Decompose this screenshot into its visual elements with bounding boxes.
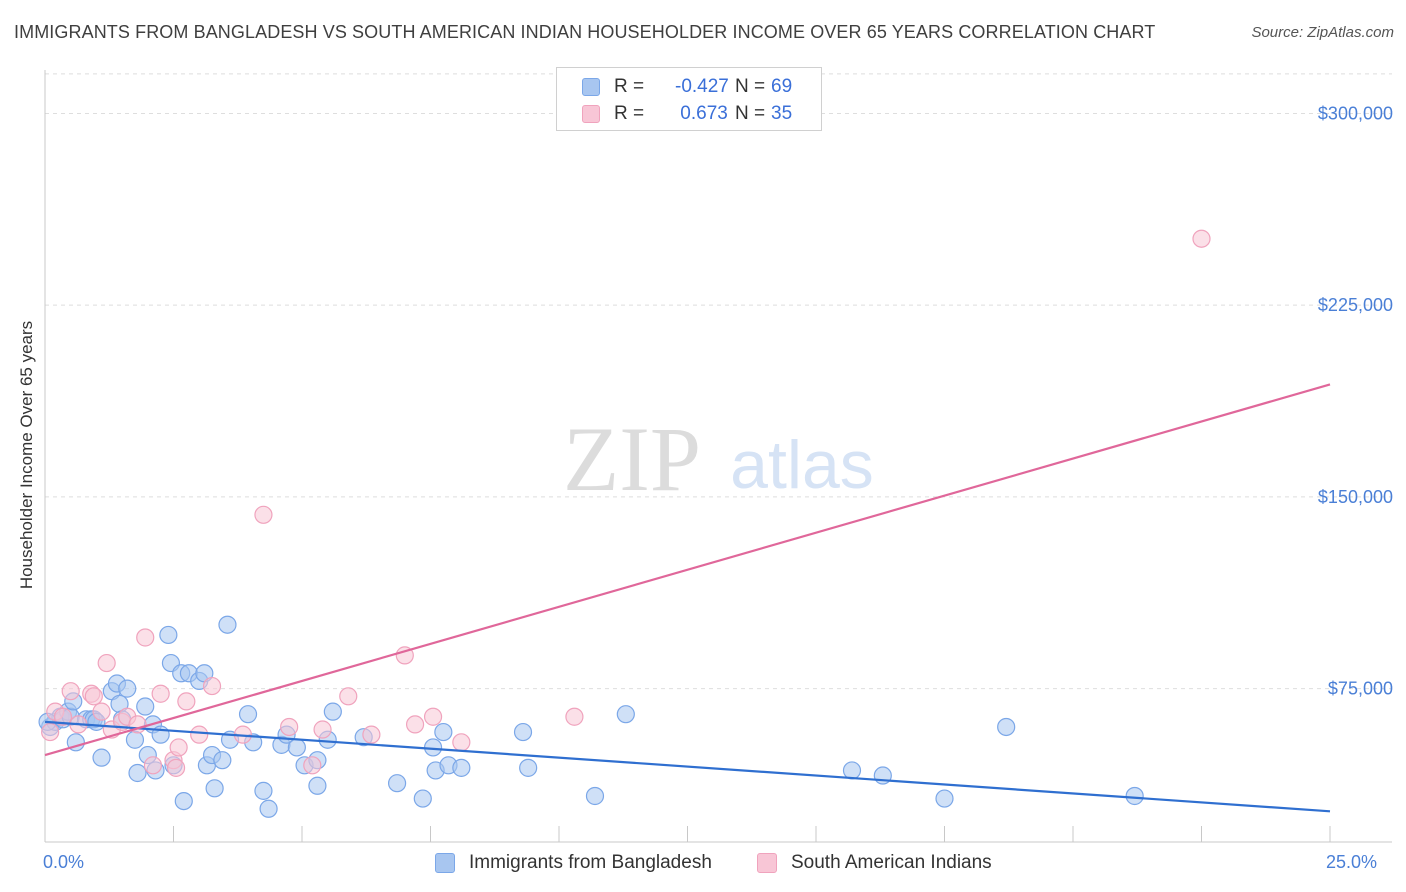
point-south-american-indians [339, 687, 358, 706]
watermark-atlas: atlas [730, 427, 874, 503]
grid-lines [45, 73, 1392, 690]
point-south-american-indians [202, 676, 222, 696]
point-bangladesh [387, 774, 407, 793]
point-south-american-indians [1192, 229, 1211, 248]
point-south-american-indians [84, 687, 103, 706]
trend-lines [44, 383, 1331, 813]
point-bangladesh [213, 751, 232, 770]
point-south-american-indians [97, 653, 116, 673]
r-label: R = [614, 76, 645, 97]
point-bangladesh [159, 625, 178, 645]
point-bangladesh [519, 758, 538, 777]
point-bangladesh [259, 799, 278, 818]
point-south-american-indians [92, 702, 111, 721]
n-value: 35 [771, 103, 793, 124]
point-south-american-indians [565, 707, 584, 726]
point-south-american-indians [41, 722, 60, 742]
watermark: ZIP atlas [563, 408, 874, 510]
point-south-american-indians [53, 707, 73, 726]
point-bangladesh [218, 615, 237, 634]
point-south-american-indians [166, 758, 186, 777]
point-bangladesh [413, 789, 432, 808]
point-bangladesh [1125, 786, 1144, 806]
y-tick-label: $225,000 [1318, 295, 1393, 315]
point-bangladesh [136, 697, 155, 716]
point-bangladesh [513, 722, 533, 742]
point-bangladesh [452, 758, 471, 777]
point-bangladesh [434, 722, 453, 742]
point-bangladesh [842, 761, 862, 780]
legend-label: South American Indians [791, 852, 992, 873]
n-value: 69 [771, 76, 793, 97]
legend-label: Immigrants from Bangladesh [469, 852, 712, 873]
point-bangladesh [616, 705, 635, 724]
r-value: 0.673 [675, 103, 728, 124]
trend-line-bangladesh [44, 720, 1331, 813]
point-bangladesh [323, 702, 342, 721]
point-south-american-indians [362, 725, 381, 744]
legend-swatch-bangladesh [582, 78, 600, 96]
data-points [38, 229, 1211, 818]
point-south-american-indians [151, 684, 170, 703]
point-south-american-indians [61, 682, 80, 701]
point-south-american-indians [405, 715, 425, 734]
point-south-american-indians [313, 720, 332, 739]
x-tick-label-max: 25.0% [1326, 852, 1378, 872]
point-bangladesh [308, 776, 327, 795]
legend-swatch [757, 853, 777, 873]
y-tick-label: $150,000 [1318, 487, 1393, 507]
point-bangladesh [118, 679, 137, 698]
source-label: Source: ZipAtlas.com [1251, 24, 1394, 41]
chart-title: IMMIGRANTS FROM BANGLADESH VS SOUTH AMER… [14, 22, 1156, 42]
point-south-american-indians [143, 756, 163, 775]
n-label: N = [735, 103, 766, 124]
x-tick-label-min: 0.0% [43, 852, 85, 872]
point-bangladesh [997, 717, 1016, 737]
correlation-legend: R = -0.427 N = 69 R = 0.673 N = 35 [556, 67, 822, 131]
point-south-american-indians [136, 628, 155, 647]
point-bangladesh [125, 730, 145, 749]
point-south-american-indians [190, 725, 209, 744]
point-south-american-indians [169, 738, 188, 757]
r-value: -0.427 [675, 76, 729, 97]
axes [44, 70, 1392, 843]
y-tick-labels: $75,000 $150,000 $225,000 $300,000 [1318, 103, 1393, 698]
point-south-american-indians [303, 756, 322, 775]
point-bangladesh [92, 748, 111, 767]
point-south-american-indians [452, 733, 471, 752]
point-south-american-indians [423, 707, 443, 726]
point-bangladesh [174, 791, 193, 811]
point-bangladesh [128, 763, 147, 783]
point-bangladesh [585, 786, 605, 806]
y-tick-label: $75,000 [1328, 679, 1393, 699]
point-south-american-indians [177, 692, 196, 711]
n-label: N = [735, 76, 766, 97]
point-bangladesh [238, 705, 258, 724]
y-tick-label: $300,000 [1318, 103, 1393, 123]
point-south-american-indians [254, 505, 273, 524]
trend-line-south-american-indians [44, 383, 1331, 757]
r-label: R = [614, 103, 645, 124]
legend-swatch-south-american-indians [582, 105, 600, 123]
watermark-zip: ZIP [563, 408, 701, 510]
point-bangladesh [205, 779, 224, 798]
point-south-american-indians [280, 717, 299, 737]
legend-swatch [435, 853, 455, 873]
point-bangladesh [935, 789, 954, 808]
point-bangladesh [254, 781, 273, 800]
point-bangladesh [287, 738, 306, 757]
